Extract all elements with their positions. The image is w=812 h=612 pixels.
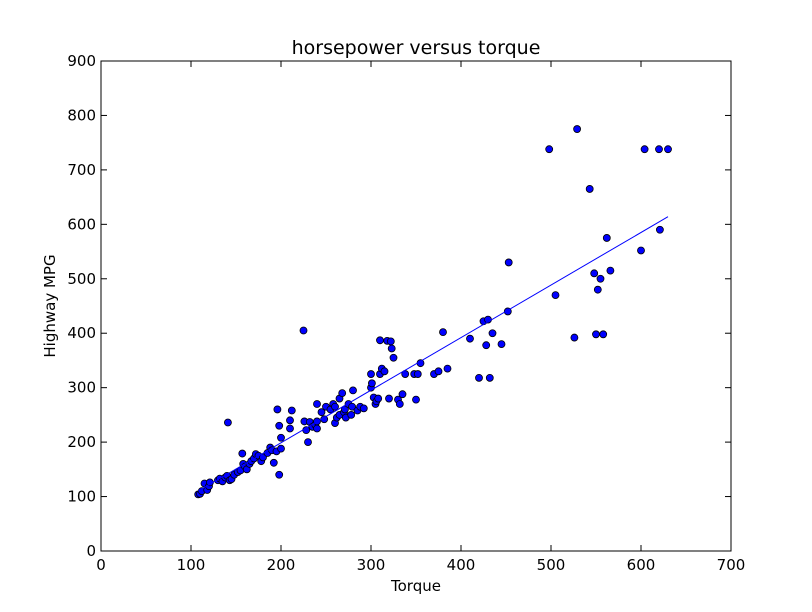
scatter-point: [275, 470, 284, 479]
x-tick-label: 600: [627, 556, 656, 574]
x-tick-label: 0: [96, 556, 106, 574]
scatter-point: [655, 145, 663, 154]
x-tick-label: 500: [537, 556, 566, 574]
scatter-point: [275, 421, 284, 430]
y-tick-label: 200: [67, 433, 96, 451]
scatter-point: [488, 329, 497, 338]
scatter-point: [287, 406, 296, 415]
plot-frame: [100, 60, 732, 552]
y-tick-label: 600: [67, 215, 96, 233]
scatter-point: [286, 416, 294, 425]
scatter-point: [374, 394, 383, 403]
scatter-point: [545, 145, 554, 154]
scatter-point: [485, 373, 494, 382]
y-tick-label: 100: [67, 488, 96, 506]
scatter-point: [504, 258, 513, 267]
scatter-point: [475, 373, 483, 382]
scatter-point: [238, 449, 247, 458]
scatter-point: [359, 404, 368, 413]
scatter-point: [593, 285, 602, 294]
scatter-point: [269, 458, 278, 467]
scatter-point: [412, 395, 420, 404]
scatter-point: [592, 330, 600, 339]
scatter-point: [497, 340, 506, 349]
regression-line: [197, 216, 669, 492]
scatter-point: [398, 390, 407, 399]
scatter-point: [482, 341, 491, 350]
scatter-point: [313, 400, 321, 408]
scatter-point: [304, 438, 312, 447]
scatter-point: [386, 337, 395, 346]
scatter-point: [413, 370, 422, 378]
scatter-point: [640, 145, 649, 154]
scatter-point: [439, 328, 447, 337]
scatter-point: [443, 364, 452, 373]
scatter-point: [376, 336, 384, 345]
x-tick-label: 700: [717, 556, 746, 574]
points-layer: [194, 125, 672, 499]
scatter-point: [466, 334, 474, 343]
x-tick-label: 300: [357, 556, 386, 574]
scatter-point: [313, 424, 321, 433]
scatter-point: [338, 389, 347, 398]
scatter-point: [599, 330, 608, 339]
scatter-point: [570, 333, 579, 342]
x-axis-label: Torque: [390, 577, 441, 595]
scatter-point: [223, 418, 232, 427]
scatter-point: [389, 353, 398, 362]
fit-line-layer: [197, 216, 669, 492]
y-tick-label: 800: [67, 106, 96, 124]
scatter-point: [347, 410, 356, 419]
y-tick-label: 0: [86, 542, 96, 560]
scatter-point: [573, 125, 581, 133]
scatter-point: [637, 246, 645, 255]
scatter-point: [664, 145, 672, 154]
scatter-point: [434, 367, 443, 376]
scatter-point: [385, 394, 393, 403]
chart-title: horsepower versus torque: [292, 37, 541, 59]
x-tick-label: 400: [447, 556, 476, 574]
scatter-point: [367, 370, 375, 378]
y-tick-label: 500: [67, 270, 96, 288]
scatter-point: [596, 274, 605, 283]
scatter-point: [331, 402, 339, 411]
scatter-point: [656, 225, 664, 234]
y-tick-label: 300: [67, 379, 96, 397]
ticks-layer: 0 100 200 300 400 500 600 700 0 100 200 300 400 500 60…: [67, 52, 745, 574]
scatter-point: [317, 408, 326, 417]
y-tick-label: 700: [67, 161, 96, 179]
scatter-point: [349, 386, 357, 395]
scatter-point: [348, 402, 357, 411]
scatter-point: [273, 405, 282, 414]
x-tick-label: 200: [267, 556, 296, 574]
scatter-point: [286, 424, 294, 433]
scatter-point: [395, 400, 404, 408]
scatter-point: [277, 444, 285, 453]
scatter-point: [606, 266, 615, 275]
scatter-point: [585, 185, 594, 193]
scatter-point: [299, 326, 308, 335]
y-tick-label: 900: [67, 52, 96, 70]
scatter-point: [387, 344, 396, 353]
scatter-point: [551, 291, 560, 300]
y-tick-label: 400: [67, 324, 96, 342]
scatter-point: [380, 367, 389, 376]
scatter-point: [602, 234, 611, 242]
scatter-point: [367, 379, 376, 388]
x-tick-label: 100: [177, 556, 206, 574]
scatter-point: [590, 269, 599, 278]
y-axis-label: Highway MPG: [41, 254, 59, 357]
scatter-point: [277, 433, 285, 442]
